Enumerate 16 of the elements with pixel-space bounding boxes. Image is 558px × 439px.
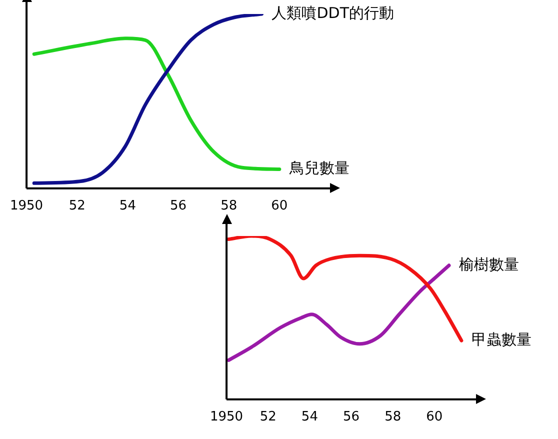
- x-tick-label: 58: [384, 410, 402, 425]
- x-tick-label: 58: [220, 198, 238, 214]
- x-tick-label: 60: [426, 410, 443, 425]
- x-tick-label: 56: [343, 410, 360, 425]
- x-tick-label: 1950: [210, 410, 244, 425]
- x-tick-label: 60: [271, 198, 288, 214]
- series-label: 人類噴DDT的行動: [272, 4, 394, 22]
- series-label: 鳥兒數量: [288, 159, 350, 178]
- x-tick-label: 56: [170, 198, 187, 214]
- x-tick-label: 52: [68, 198, 86, 214]
- x-tick-label: 54: [119, 198, 136, 214]
- x-tick-label: 1950: [10, 198, 44, 214]
- series-label: 榆樹數量: [458, 255, 519, 274]
- x-tick-label: 52: [260, 410, 276, 425]
- x-tick-label: 54: [301, 410, 318, 425]
- series-label: 甲蟲數量: [471, 330, 532, 348]
